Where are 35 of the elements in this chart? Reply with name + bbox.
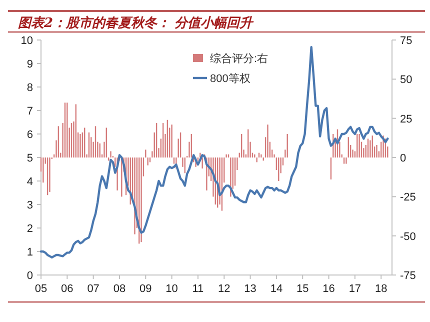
y-tick-label: 9 [26,58,33,70]
y2-tick-label: 0 [400,152,406,164]
y2-tick-label: -75 [400,270,416,282]
y-tick-label: 10 [20,35,33,47]
x-tick-label: 18 [374,283,388,295]
y-tick-label: 2 [26,223,33,235]
x-tick-label: 06 [61,283,74,295]
y-tick-label: 6 [26,129,33,141]
x-tick-label: 17 [348,283,362,295]
x-tick-label: 14 [270,283,283,295]
chart-title: 图表2：股市的春夏秋冬： 分值小幅回升 [18,15,255,31]
x-tick-label: 07 [87,283,100,295]
y-tick-label: 1 [26,246,33,258]
legend-label: 800等权 [210,73,250,85]
y2-tick-label: 50 [400,74,412,86]
y2-tick-label: 75 [400,35,412,47]
x-tick-label: 16 [322,283,335,295]
y-tick-label: 3 [26,200,33,212]
y2-tick-label: -50 [400,230,416,243]
x-tick-label: 10 [166,283,178,295]
y2-tick-label: 25 [400,113,412,126]
x-tick-label: 13 [244,283,256,295]
x-tick-label: 15 [296,283,309,295]
y-tick-label: 0 [26,270,33,282]
y-tick-label: 8 [26,82,33,94]
y2-tick-label: -25 [400,192,416,204]
y-tick-label: 5 [26,152,33,164]
y-tick-label: 4 [26,176,33,188]
x-tick-label: 08 [113,283,126,295]
legend-label: 综合评分:右 [210,52,268,65]
x-tick-label: 09 [140,283,152,295]
y-tick-label: 7 [26,106,33,118]
x-tick-label: 05 [34,283,48,295]
x-tick-label: 11 [192,283,204,295]
x-tick-label: 12 [218,283,230,295]
